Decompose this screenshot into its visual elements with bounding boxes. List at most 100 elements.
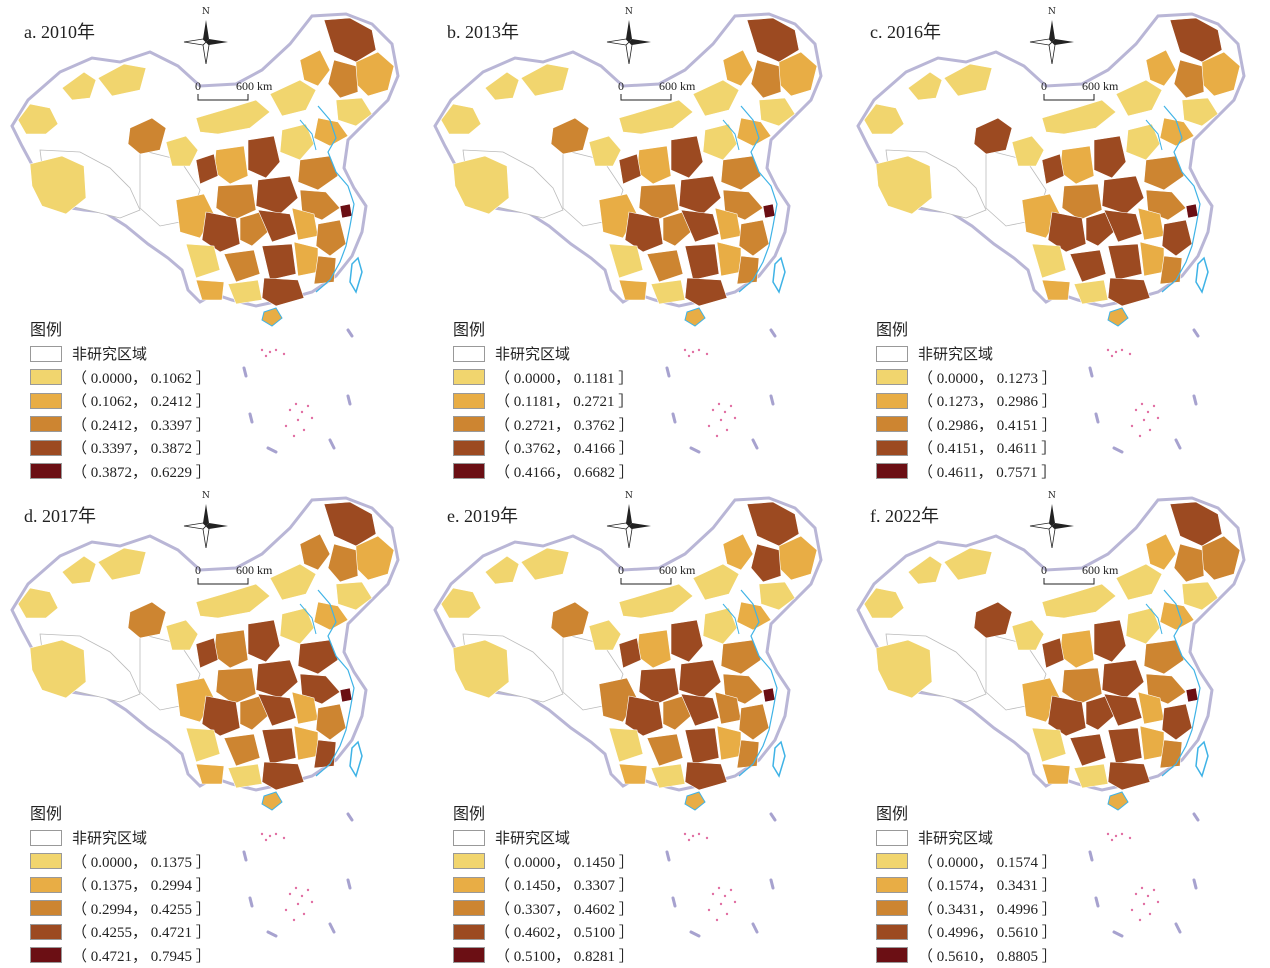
- region-xinjiang-west: [440, 103, 482, 135]
- region-chongqing: [662, 695, 692, 731]
- region-heilongjiang-mid: [750, 59, 782, 99]
- river: [315, 589, 355, 777]
- legend-swatch: [876, 345, 908, 362]
- choropleth-map: N 0 600 km: [10, 7, 400, 454]
- nine-dash-line: [665, 328, 777, 454]
- region-shanxi: [247, 135, 281, 179]
- river: [738, 105, 778, 293]
- region-hainan: [684, 791, 706, 811]
- legend: 图例 非研究区域 （ 0.0000， 0.1273 ］ （ 0.1273， 0.2…: [876, 316, 1096, 483]
- legend-swatch: [30, 463, 62, 480]
- legend: 图例 非研究区域 （ 0.0000， 0.1375 ］ （ 0.1375， 0.2…: [30, 800, 250, 967]
- region-altay: [520, 63, 570, 97]
- region-chongqing: [1085, 211, 1115, 247]
- map-panel-e: N 0 600 km e. 2019年 图例 非研究区域 （ 0.0000， 0…: [423, 484, 846, 968]
- region-qinghai: [588, 619, 622, 651]
- taiwan-outline: [772, 740, 786, 778]
- region-ningxia: [618, 153, 642, 185]
- region-yunnan-north: [1031, 727, 1067, 763]
- legend-row: （ 0.0000， 0.1273 ］: [876, 366, 1096, 390]
- legend-swatch: [30, 439, 62, 456]
- nine-dash-line: [1088, 812, 1200, 938]
- river: [315, 105, 355, 293]
- region-hunan: [261, 243, 297, 281]
- region-jiangsu: [299, 673, 341, 705]
- region-sichuan-east: [201, 695, 241, 737]
- region-liaoning: [736, 601, 772, 631]
- river: [738, 589, 778, 777]
- region-liaoning: [1159, 601, 1195, 631]
- north-label: N: [1048, 491, 1056, 501]
- legend-row: （ 0.1574， 0.3431 ］: [876, 873, 1096, 897]
- region-fujian: [1159, 739, 1183, 769]
- region-yunnan-south: [195, 279, 225, 301]
- legend-label: （ 0.4602， 0.5100 ］: [495, 925, 634, 942]
- region-henan: [678, 659, 722, 699]
- region-liaoning: [313, 117, 349, 147]
- legend-label: （ 0.3307， 0.4602 ］: [495, 901, 634, 918]
- panel-title: f. 2022年: [870, 506, 939, 526]
- region-heilongjiang-north: [1169, 17, 1223, 63]
- legend-swatch: [876, 392, 908, 409]
- region-shandong: [1143, 639, 1185, 675]
- region-xinjiang-north: [61, 555, 97, 585]
- region-guangdong: [684, 761, 728, 791]
- legend-swatch: [30, 345, 62, 362]
- map-panel-c: N 0 600 km c. 2016年 图例 非研究区域 （ 0.0000， 0…: [846, 0, 1269, 484]
- region-guangxi: [650, 279, 686, 305]
- legend-swatch: [876, 947, 908, 964]
- region-inner-mongolia-west: [195, 99, 271, 135]
- legend-row: （ 0.1062， 0.2412 ］: [30, 389, 250, 413]
- region-guangdong: [684, 277, 728, 307]
- north-label: N: [202, 7, 210, 17]
- region-qinghai: [1011, 135, 1045, 167]
- region-chongqing: [662, 211, 692, 247]
- region-zhejiang: [315, 703, 347, 741]
- legend-row: （ 0.2994， 0.4255 ］: [30, 897, 250, 921]
- scale-label: 600 km: [236, 563, 273, 577]
- region-kashgar: [875, 639, 933, 699]
- legend-swatch: [453, 463, 485, 480]
- region-sichuan-east: [1047, 211, 1087, 253]
- region-zhejiang: [315, 219, 347, 257]
- region-inner-mongolia-west: [618, 583, 694, 619]
- legend-label: 非研究区域: [72, 829, 148, 848]
- legend-swatch: [30, 392, 62, 409]
- region-gansu-west: [127, 117, 167, 155]
- legend-label: （ 0.4166， 0.6682 ］: [495, 464, 634, 481]
- region-heilongjiang-north: [746, 501, 800, 547]
- region-henan: [255, 175, 299, 215]
- region-shanghai: [762, 203, 776, 219]
- legend-swatch: [30, 947, 62, 964]
- region-shandong: [720, 155, 762, 191]
- region-xinjiang-north: [61, 71, 97, 101]
- region-hunan: [261, 727, 297, 765]
- scale-zero: 0: [618, 79, 624, 93]
- region-zhejiang: [738, 703, 770, 741]
- legend-label: （ 0.5100， 0.8281 ］: [495, 948, 634, 965]
- north-arrow-icon: [606, 504, 651, 549]
- legend-swatch: [453, 439, 485, 456]
- legend-label: （ 0.0000， 0.1450 ］: [495, 854, 634, 871]
- legend-row: （ 0.4166， 0.6682 ］: [453, 460, 673, 484]
- taiwan-outline: [1195, 740, 1209, 778]
- region-inner-mongolia-east: [722, 49, 754, 87]
- region-shanxi: [247, 619, 281, 663]
- region-hainan: [261, 307, 283, 327]
- region-gansu-west: [550, 117, 590, 155]
- region-shanghai: [339, 203, 353, 219]
- region-yunnan-south: [618, 279, 648, 301]
- region-shaanxi-south: [638, 667, 680, 705]
- legend-label: （ 0.4255， 0.4721 ］: [72, 925, 211, 942]
- region-shandong: [297, 639, 339, 675]
- legend: 图例 非研究区域 （ 0.0000， 0.1574 ］ （ 0.1574， 0.3…: [876, 800, 1096, 967]
- region-inner-mongolia-mid: [692, 79, 740, 117]
- region-sichuan-east: [624, 211, 664, 253]
- taiwan-outline: [349, 256, 363, 294]
- north-arrow-icon: [1029, 504, 1074, 549]
- legend-row: （ 0.0000， 0.1375 ］: [30, 850, 250, 874]
- legend-swatch: [30, 900, 62, 917]
- legend-label: （ 0.3762， 0.4166 ］: [495, 441, 634, 458]
- region-beijing-hebei: [279, 123, 315, 161]
- region-inner-mongolia-east: [1145, 533, 1177, 571]
